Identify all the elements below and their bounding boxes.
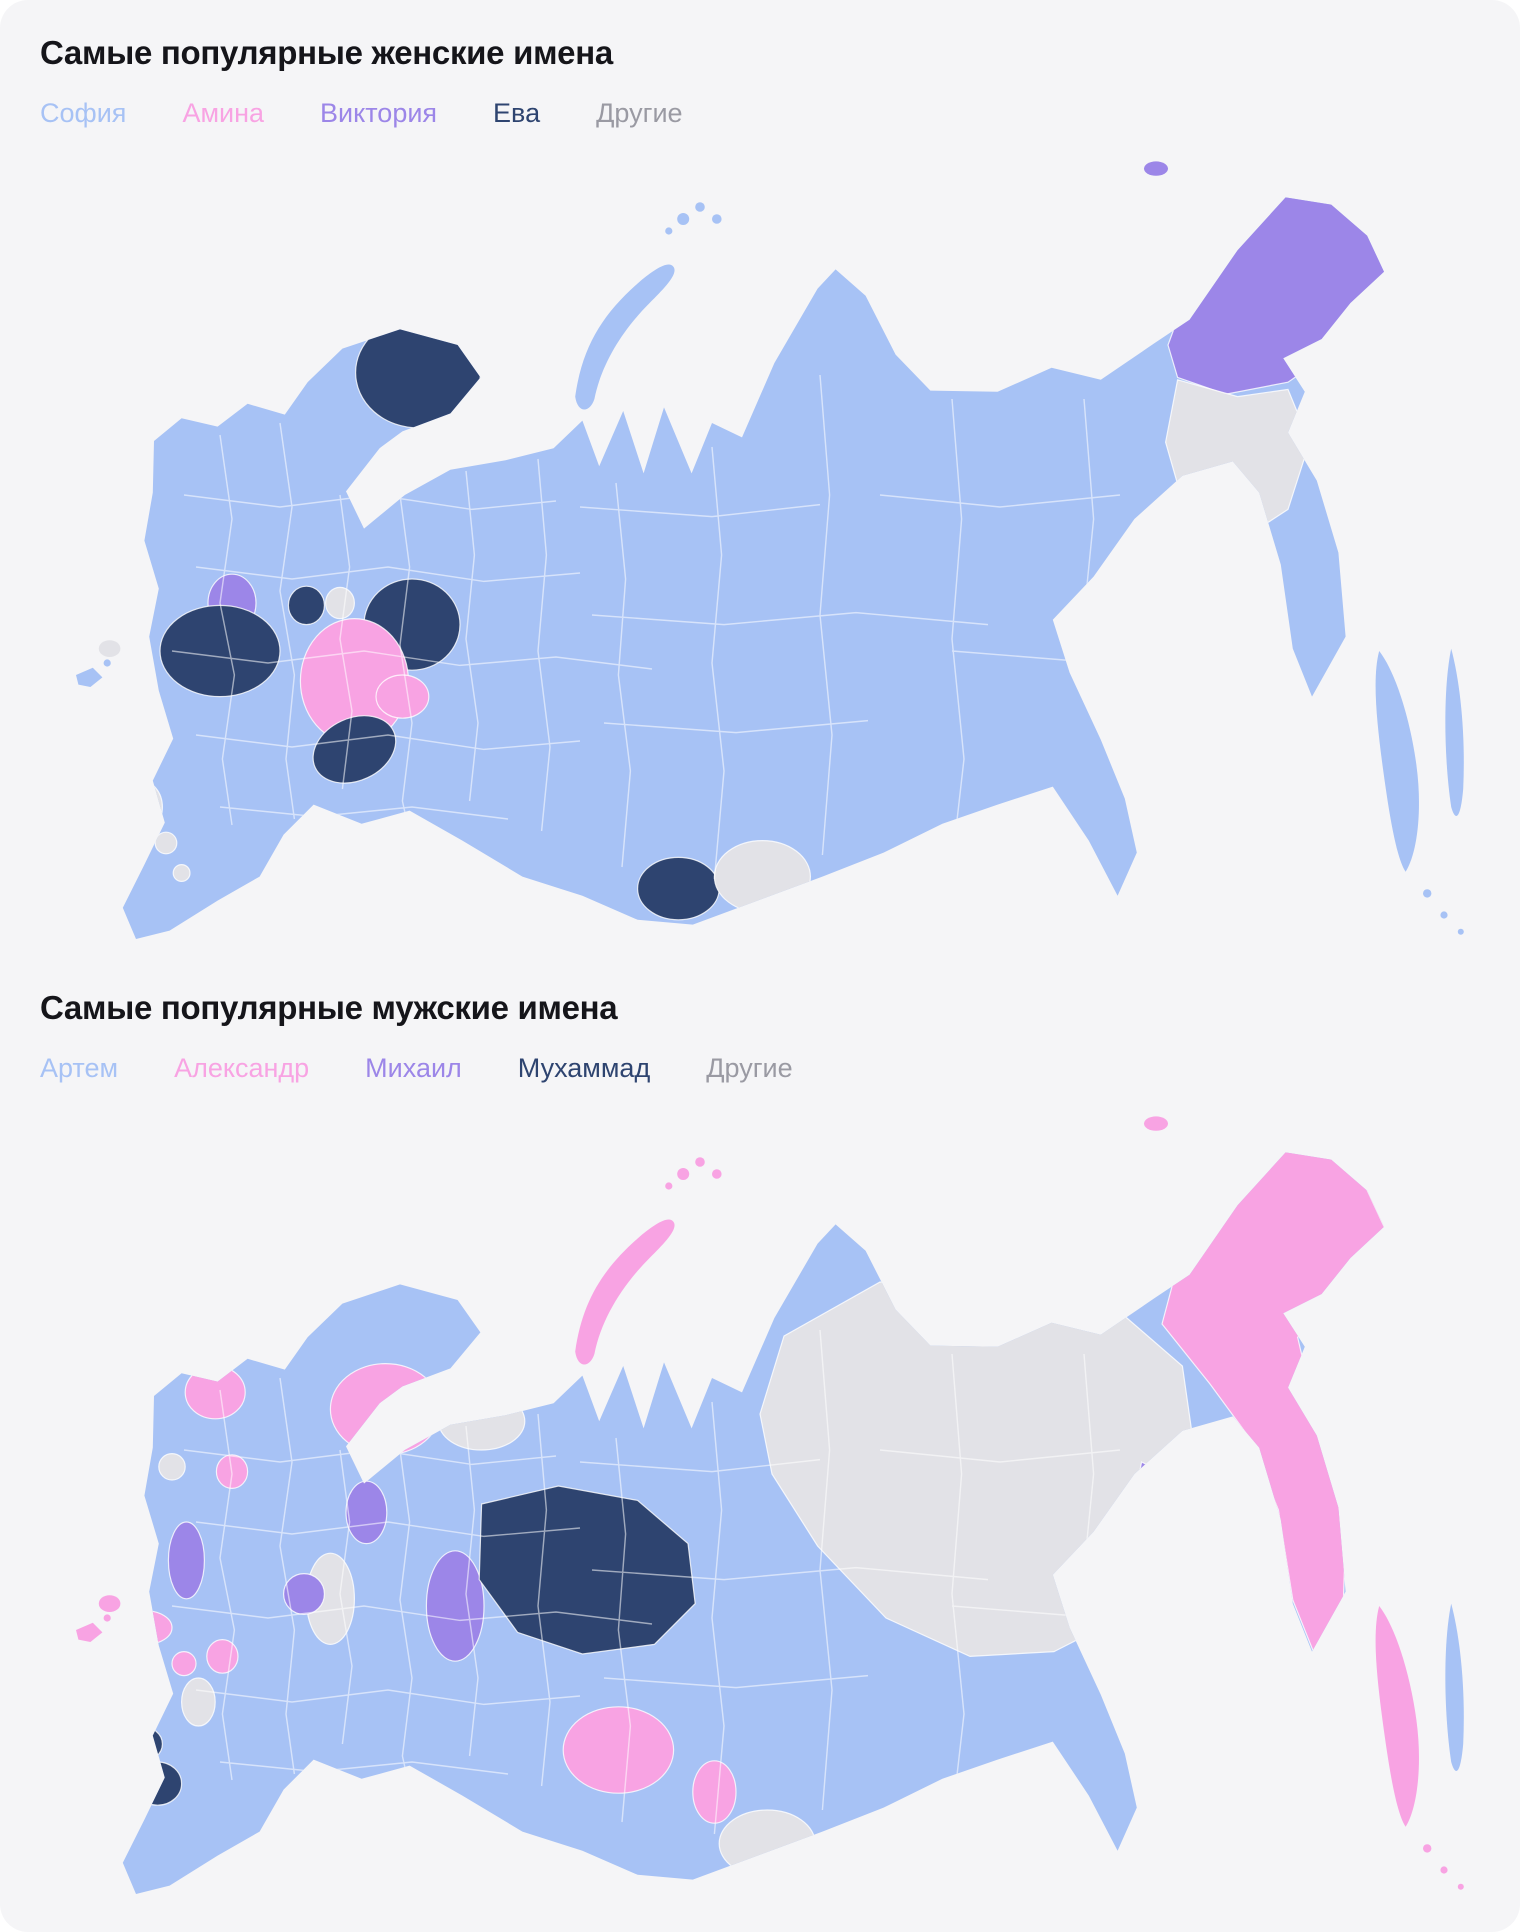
legend-item-others-male[interactable]: Другие [706, 1053, 793, 1083]
region-patch-udmurtia-mikhail[interactable] [345, 1480, 388, 1545]
region-patch-altai-alexandr[interactable] [562, 1706, 675, 1794]
region-patch-south-siberia-others[interactable] [713, 840, 811, 914]
region-patch-caucasus-mukhammad-1[interactable] [119, 1725, 163, 1763]
female-map-legend: София Амина Виктория Ева Другие [40, 98, 1480, 129]
region-patch-khabarovsk-mikhail[interactable] [1126, 1461, 1220, 1661]
region-patch-volga-amina-east[interactable] [375, 674, 430, 719]
region-patch-tuva-alexandr[interactable] [692, 1760, 737, 1824]
region-patch-arkhangelsk-alexandr[interactable] [329, 1363, 442, 1456]
region-patch-chukotka-viktoria[interactable] [1167, 183, 1386, 395]
island-wrangel[interactable] [1144, 1116, 1168, 1131]
region-patch-caucasus-mukhammad-4[interactable] [137, 1701, 154, 1717]
region-patch-caucasus-mukhammad-2[interactable] [133, 1761, 183, 1806]
region-patch-karelia-alexandr[interactable] [184, 1365, 246, 1420]
region-patch-primorye-mikhail[interactable] [1179, 1647, 1287, 1811]
region-kaliningrad[interactable] [98, 640, 121, 657]
legend-item-mikhail[interactable]: Михаил [365, 1053, 462, 1083]
region-patch-small-eva[interactable] [287, 585, 325, 626]
region-kaliningrad[interactable] [98, 1595, 121, 1612]
region-patch-kirov-mikhail[interactable] [167, 1521, 205, 1600]
female-names-section: Самые популярные женские имена София Ами… [40, 34, 1480, 945]
region-patch-sverdlovsk-mikhail[interactable] [425, 1550, 485, 1662]
region-patch-caucasus-others[interactable] [119, 780, 163, 834]
region-patch-south-west-alexandr[interactable] [206, 1639, 239, 1674]
legend-item-others-female[interactable]: Другие [596, 98, 683, 128]
region-patch-north-karelia-alexandr[interactable] [259, 1293, 292, 1333]
island-sakhalin[interactable] [1375, 1606, 1419, 1827]
island-novaya-zemlya[interactable] [575, 264, 675, 410]
region-patch-small-others[interactable] [325, 586, 355, 620]
male-names-section: Самые популярные мужские имена Артем Але… [40, 989, 1480, 1900]
islands-kurils[interactable] [1423, 889, 1464, 935]
map-base-landmass[interactable] [122, 1152, 1384, 1894]
female-names-map[interactable] [40, 135, 1480, 945]
island-east-sliver[interactable] [1445, 1603, 1464, 1771]
island-east-sliver[interactable] [1445, 648, 1464, 816]
islands-kurils[interactable] [1423, 1844, 1464, 1890]
region-patch-caucasus-mukhammad-3[interactable] [118, 1695, 136, 1714]
region-patch-volga-mikhail[interactable] [283, 1573, 325, 1615]
region-crimea[interactable] [76, 1614, 111, 1642]
male-map-title: Самые популярные мужские имена [40, 989, 618, 1026]
island-novaya-zemlya[interactable] [575, 1219, 675, 1365]
region-patch-south-siberia-eva[interactable] [637, 856, 720, 921]
legend-item-viktoria[interactable]: Виктория [320, 98, 438, 128]
region-patch-stavropol-alexandr[interactable] [171, 1651, 197, 1677]
region-patch-south-others[interactable] [718, 1809, 816, 1878]
region-patch-orenburg-eva[interactable] [302, 703, 407, 796]
legend-item-artem[interactable]: Артем [40, 1053, 119, 1083]
region-patch-blacksea-alexandr[interactable] [119, 1610, 173, 1645]
legend-item-sofia[interactable]: София [40, 98, 127, 128]
islands-franz-josef[interactable] [665, 1157, 722, 1190]
legend-item-mukhammad[interactable]: Мухаммад [517, 1053, 651, 1083]
region-patch-kola-eva[interactable] [355, 316, 481, 429]
islands-franz-josef[interactable] [665, 202, 722, 235]
island-wrangel[interactable] [1144, 161, 1168, 176]
male-map-legend: Артем Александр Михаил Мухаммад Другие [40, 1053, 1480, 1084]
region-patch-north-others[interactable] [437, 1391, 526, 1451]
island-sakhalin[interactable] [1375, 651, 1419, 872]
region-patch-west-eva[interactable] [159, 604, 281, 698]
region-crimea[interactable] [76, 659, 111, 687]
region-patch-caucasus-others-2[interactable] [154, 831, 178, 855]
legend-item-eva[interactable]: Ева [493, 98, 541, 128]
region-patch-west-siberia-mukhammad[interactable] [478, 1485, 696, 1655]
region-patch-caucasus-mukhammad-5[interactable] [106, 1684, 118, 1696]
legend-item-amina[interactable]: Амина [182, 98, 265, 128]
region-patch-caucasus-others-3[interactable] [172, 864, 191, 882]
legend-item-alexandr[interactable]: Александр [174, 1053, 310, 1083]
male-names-map[interactable] [40, 1090, 1480, 1900]
map-base-landmass[interactable] [122, 197, 1384, 939]
region-patch-caucasus-others[interactable] [181, 1677, 216, 1727]
region-patch-west-others-2[interactable] [158, 1453, 186, 1481]
female-map-title: Самые популярные женские имена [40, 34, 613, 71]
